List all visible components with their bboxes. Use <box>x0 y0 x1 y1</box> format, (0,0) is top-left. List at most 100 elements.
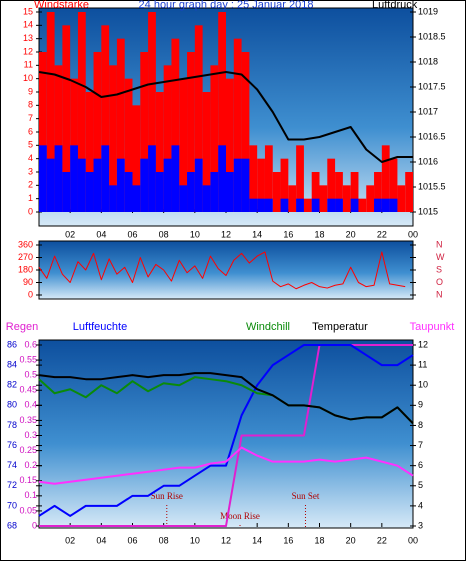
bar <box>101 145 110 212</box>
annotation: Sun Set <box>292 491 320 501</box>
y-tick-label: 84 <box>7 359 17 369</box>
y-tick-label: 10 <box>23 73 33 83</box>
y-tick-label: 0 <box>28 289 33 299</box>
bar <box>389 158 398 212</box>
bar <box>140 158 149 212</box>
y-tick-label: 0.55 <box>19 354 37 364</box>
bar <box>194 158 203 212</box>
y-tick-label: 0.35 <box>19 415 37 425</box>
bar <box>296 145 304 212</box>
y-tick-label: 86 <box>7 339 17 349</box>
bar <box>54 65 63 212</box>
bar <box>241 52 250 212</box>
bar <box>366 185 375 212</box>
y-tick-label: 80 <box>7 400 17 410</box>
bar <box>249 198 258 212</box>
x-tick-label: 10 <box>190 229 200 239</box>
bar <box>85 92 94 212</box>
bar <box>116 38 125 212</box>
y-tick-label: 9 <box>28 86 33 96</box>
bar <box>233 38 242 212</box>
annotation: Moon Rise <box>220 511 260 521</box>
y-tick-label: 78 <box>7 420 17 430</box>
bar <box>350 198 359 212</box>
y-tick-label: 0.15 <box>19 475 37 485</box>
bar <box>249 145 258 212</box>
y-tick-label: 72 <box>7 480 17 490</box>
bar <box>381 198 390 212</box>
bar <box>210 65 219 212</box>
bar <box>109 65 117 212</box>
bar <box>93 158 102 212</box>
x-tick-label: 16 <box>283 535 293 545</box>
y-tick-label: 2 <box>28 180 33 190</box>
bar <box>70 145 78 212</box>
bar <box>171 38 180 212</box>
y-tick-label: 6 <box>418 460 423 470</box>
y-tick-label: 1018.5 <box>418 31 446 41</box>
bar <box>93 52 102 212</box>
x-tick-label: 20 <box>346 535 356 545</box>
legend-label: Regen <box>6 321 38 333</box>
bar <box>405 172 413 212</box>
legend-label: Taupunkt <box>410 321 455 333</box>
y-tick-label: 68 <box>7 520 17 530</box>
line <box>38 372 414 425</box>
bar <box>85 172 94 212</box>
y-tick-label: 1019 <box>418 6 438 16</box>
y-tick-label: 7 <box>418 440 423 450</box>
y-tick-label: 4 <box>418 500 423 510</box>
x-tick-label: 04 <box>96 535 106 545</box>
y-tick-label: 1017.5 <box>418 81 446 91</box>
y-tick-label: 1018 <box>418 56 438 66</box>
y-tick-label: 5 <box>28 140 33 150</box>
bar <box>62 25 71 213</box>
y-tick-label: 0.1 <box>24 490 37 500</box>
bar <box>116 158 125 212</box>
bar <box>179 185 188 212</box>
line <box>38 251 406 290</box>
y-tick-label: 0.25 <box>19 445 37 455</box>
y-tick-label: 1015.5 <box>418 181 446 191</box>
x-tick-label: 20 <box>346 229 356 239</box>
bar <box>381 145 390 212</box>
x-tick-label: 14 <box>252 229 262 239</box>
y-tick-label: 7 <box>28 113 33 123</box>
bar <box>350 172 359 212</box>
x-tick-label: 18 <box>314 535 324 545</box>
bar <box>374 198 382 212</box>
bar <box>358 198 367 212</box>
y-tick-label: 4 <box>28 153 33 163</box>
bar <box>327 158 336 212</box>
bar <box>233 158 242 212</box>
bar <box>194 25 203 213</box>
x-tick-label: 00 <box>408 535 418 545</box>
y-tick-label: 12 <box>418 339 428 349</box>
x-tick-label: 08 <box>159 535 169 545</box>
y-tick-label: 70 <box>7 500 17 510</box>
x-tick-label: 02 <box>65 229 75 239</box>
y-tick-label: 13 <box>23 33 33 43</box>
bar <box>46 12 55 212</box>
bar <box>218 12 226 212</box>
y-tick-label: 90 <box>23 277 33 287</box>
bar <box>210 172 219 212</box>
bar <box>179 78 188 213</box>
y-tick-label: 5 <box>418 480 423 490</box>
bar <box>132 105 141 212</box>
bar <box>389 198 398 212</box>
y-tick-label: 1016.5 <box>418 131 446 141</box>
y-tick-label: 6 <box>28 126 33 136</box>
bar <box>202 92 211 212</box>
y-axis-label: Windstarke <box>34 0 89 11</box>
bar <box>109 185 117 212</box>
y-tick-label: 0.45 <box>19 385 37 395</box>
y-tick-label: 0.3 <box>24 430 37 440</box>
bar <box>257 198 265 212</box>
x-tick-label: 22 <box>377 535 387 545</box>
y-tick-label: 82 <box>7 380 17 390</box>
y-tick-label: 76 <box>7 440 17 450</box>
bar <box>187 52 195 212</box>
bar <box>124 78 133 213</box>
